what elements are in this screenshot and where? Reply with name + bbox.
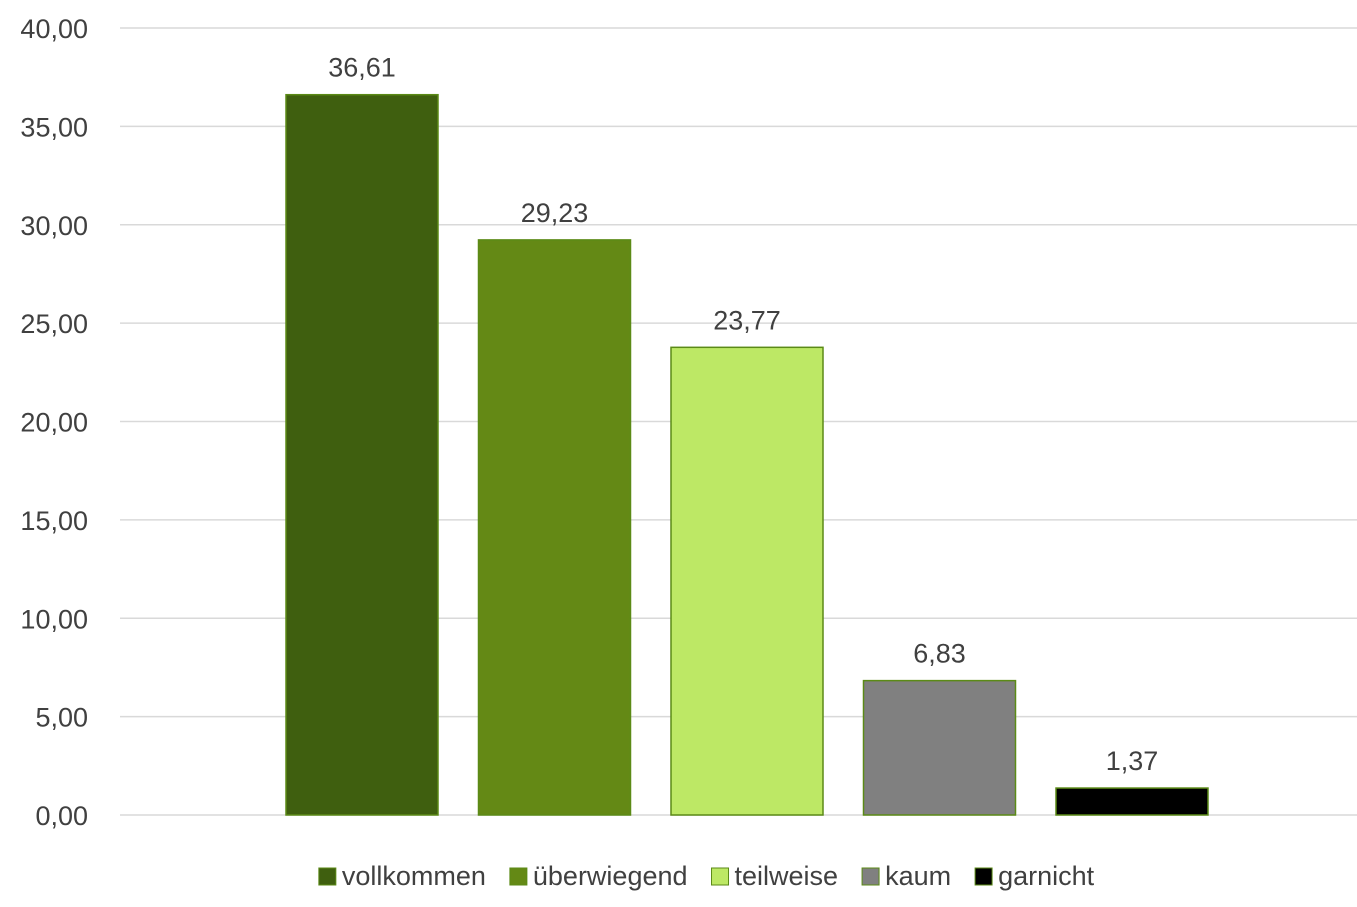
bar-1 bbox=[477, 239, 632, 816]
legend-item: garnicht bbox=[974, 861, 1095, 891]
y-tick-label: 30,00 bbox=[20, 211, 88, 241]
y-tick-label: 20,00 bbox=[20, 408, 88, 438]
legend-label: garnicht bbox=[998, 861, 1095, 891]
y-tick-label: 15,00 bbox=[20, 506, 88, 536]
y-axis-tick-labels: 0,00 5,00 10,00 15,00 20,00 25,00 30,00 35,00 40… bbox=[20, 14, 88, 831]
legend: vollkommen überwiegend teilweise kaum garnic… bbox=[318, 861, 1095, 891]
y-tick-label: 10,00 bbox=[20, 604, 88, 634]
y-tick-label: 40,00 bbox=[20, 14, 88, 44]
bar-3 bbox=[862, 679, 1017, 816]
legend-item: vollkommen bbox=[318, 861, 486, 891]
legend-swatch bbox=[974, 867, 993, 886]
y-tick-label: 0,00 bbox=[35, 801, 88, 831]
legend-item: kaum bbox=[861, 861, 951, 891]
data-label: 23,77 bbox=[713, 305, 781, 335]
data-labels: 36,61 29,23 23,77 6,83 1,37 bbox=[328, 53, 1158, 776]
legend-label: kaum bbox=[885, 861, 951, 891]
legend-label: vollkommen bbox=[342, 861, 486, 891]
y-tick-label: 25,00 bbox=[20, 309, 88, 339]
legend-swatch bbox=[509, 867, 528, 886]
legend-item: überwiegend bbox=[509, 861, 688, 891]
bar-4 bbox=[1055, 787, 1209, 816]
legend-swatch bbox=[861, 867, 880, 886]
data-label: 6,83 bbox=[913, 639, 966, 669]
legend-item: teilweise bbox=[711, 861, 839, 891]
bars bbox=[285, 93, 1209, 816]
data-label: 1,37 bbox=[1106, 746, 1159, 776]
legend-swatch bbox=[318, 867, 337, 886]
legend-swatch bbox=[711, 867, 730, 886]
y-tick-label: 35,00 bbox=[20, 112, 88, 142]
data-label: 29,23 bbox=[521, 198, 589, 228]
y-tick-label: 5,00 bbox=[35, 703, 88, 733]
data-label: 36,61 bbox=[328, 53, 396, 83]
legend-label: teilweise bbox=[735, 861, 839, 891]
legend-label: überwiegend bbox=[533, 861, 688, 891]
bar-2 bbox=[670, 346, 824, 816]
bar-0 bbox=[285, 93, 439, 816]
